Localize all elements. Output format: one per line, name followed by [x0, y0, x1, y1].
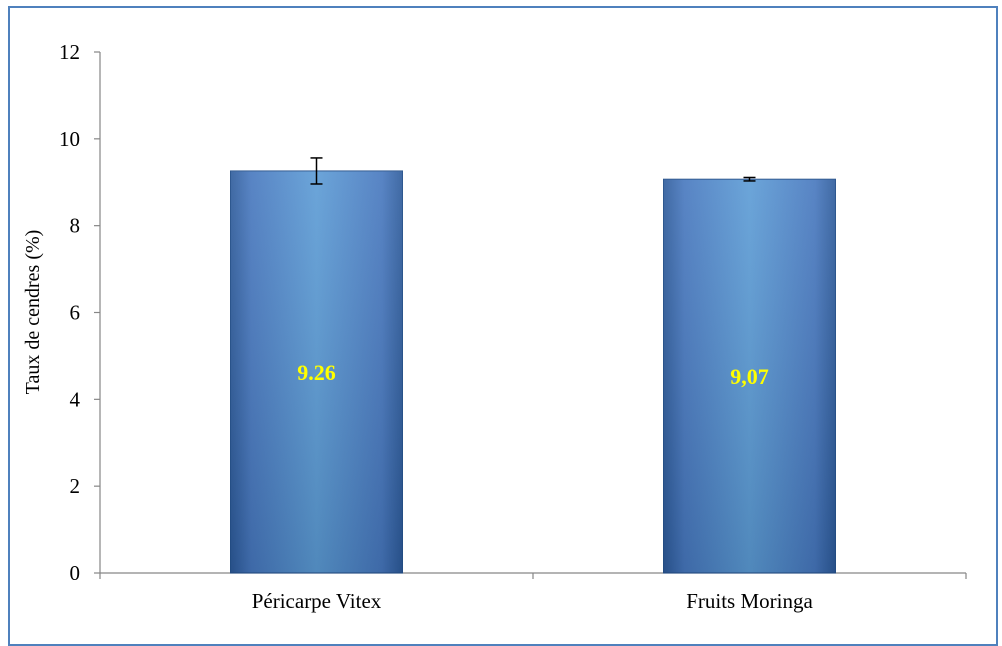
y-tick-label: 10: [59, 127, 80, 151]
x-category-label: Fruits Moringa: [686, 589, 813, 613]
y-tick-label: 2: [70, 474, 81, 498]
y-axis-title: Taux de cendres (%): [22, 230, 44, 395]
error-bars: [310, 157, 756, 185]
data-labels: 9.26 9,07: [297, 360, 769, 389]
y-tick-label: 0: [70, 561, 81, 585]
y-axis: 0 2 4 6 8 10 12: [59, 40, 101, 585]
bar-value-label: 9,07: [730, 364, 769, 389]
x-axis: Péricarpe Vitex Fruits Moringa: [99, 572, 967, 613]
y-tick-label: 6: [70, 301, 81, 325]
x-category-label: Péricarpe Vitex: [252, 589, 382, 613]
bar-value-label: 9.26: [297, 360, 336, 385]
y-tick-label: 4: [70, 387, 81, 411]
y-tick-label: 8: [70, 214, 81, 238]
y-tick-label: 12: [59, 40, 80, 64]
